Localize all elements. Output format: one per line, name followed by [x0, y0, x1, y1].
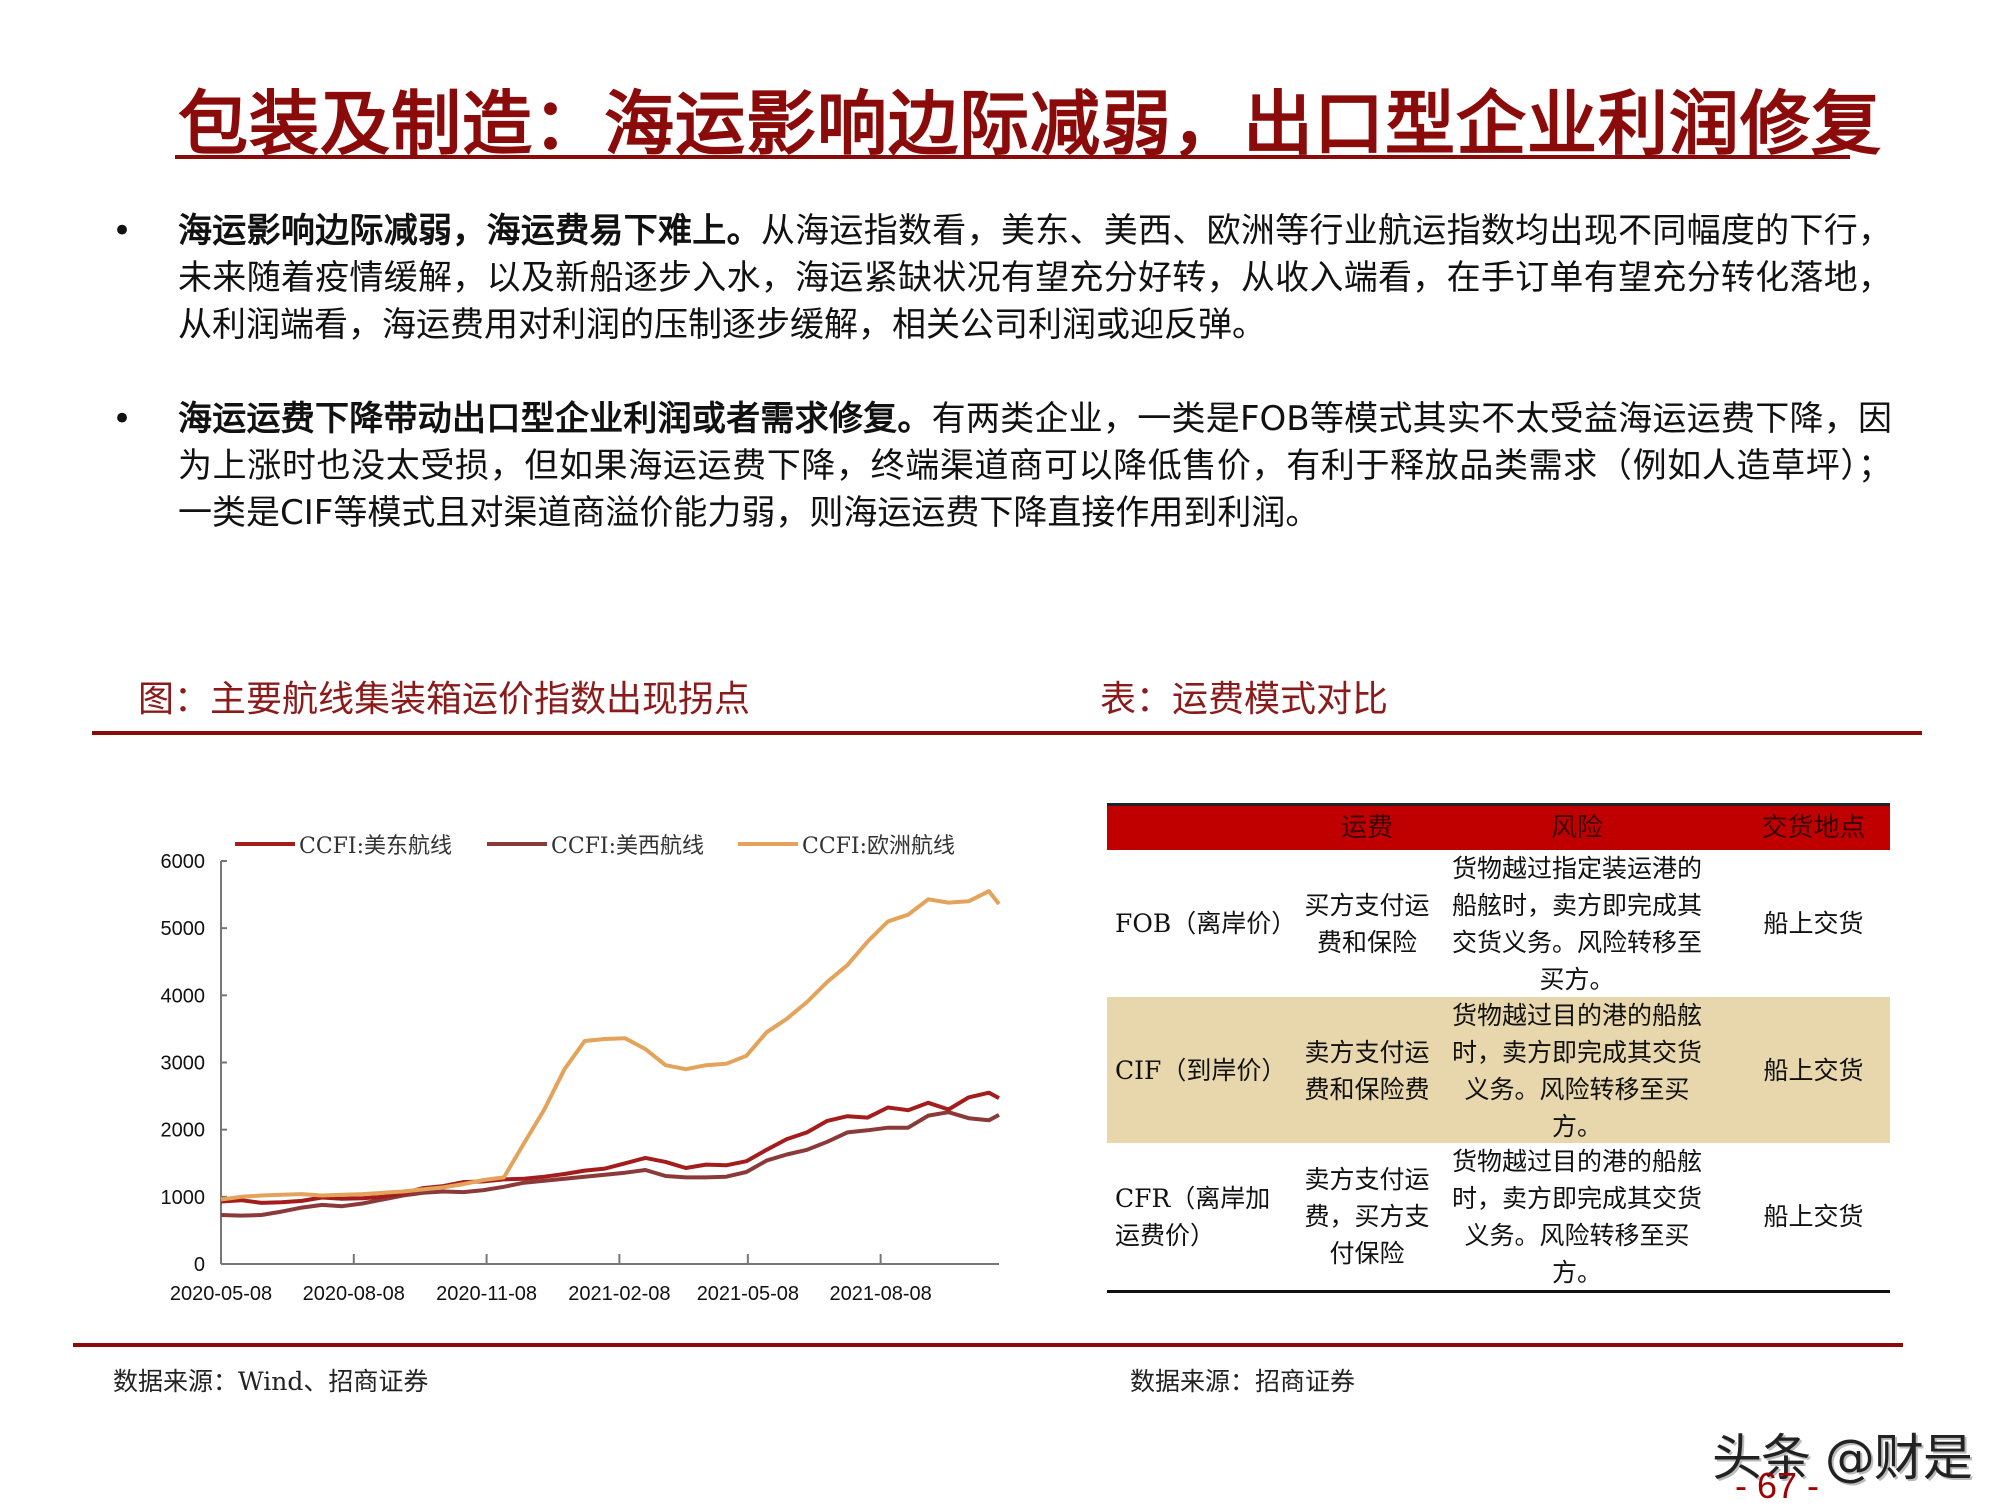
cell-delivery: 船上交货 — [1737, 850, 1890, 997]
legend-item-europe: CCFI:欧洲航线 — [738, 828, 955, 860]
cell-mode-text: CFR（离岸加运费价） — [1115, 1183, 1271, 1250]
legend-item-us-west: CCFI:美西航线 — [487, 828, 704, 860]
bullet-point-2: • 海运运费下降带动出口型企业利润或者需求修复。有两类企业，一类是FOB等模式其… — [112, 396, 1892, 537]
cell-delivery: 船上交货 — [1737, 1143, 1890, 1290]
table-bottom-border — [1107, 1290, 1890, 1293]
cell-risk-text: 货物越过指定装运港的船舷时，卖方即完成其交货义务。风险转移至买方。 — [1451, 853, 1702, 994]
cell-mode: CIF（到岸价） — [1115, 997, 1295, 1144]
cell-freight-text: 卖方支付运费和保险费 — [1304, 1037, 1430, 1104]
cell-delivery-text: 船上交货 — [1763, 1056, 1864, 1085]
section-divider — [92, 731, 1922, 735]
bullet-heading: 海运运费下降带动出口型企业利润或者需求修复。 — [178, 399, 932, 439]
bullet-marker: • — [112, 399, 133, 439]
cell-freight: 卖方支付运费，买方支付保险 — [1302, 1143, 1432, 1290]
freight-index-line-chart: 0 1000 2000 3000 4000 5000 6000 2020-05-08 2020-… — [161, 851, 1001, 1305]
cell-mode-text: FOB（离岸价） — [1115, 909, 1297, 938]
y-tick-label: 4000 — [161, 985, 206, 1007]
bullet-body: 有两类企业，一类是FOB等模式其实不太受益海运运费下降，因为上涨时也没太受损，但… — [178, 399, 1892, 533]
x-tick-label: 2021-08-08 — [829, 1283, 931, 1305]
y-tick-label: 2000 — [161, 1120, 206, 1142]
chart-caption: 图：主要航线集装箱运价指数出现拐点 — [138, 679, 751, 720]
table-source: 数据来源：招商证券 — [1130, 1367, 1356, 1396]
x-tick-label: 2020-08-08 — [303, 1283, 405, 1305]
chart-source: 数据来源：Wind、招商证券 — [113, 1367, 429, 1396]
bullet-point-1: • 海运影响边际减弱，海运费易下难上。从海运指数看，美东、美西、欧洲等行业航运指… — [112, 208, 1892, 349]
x-tick-label: 2020-11-08 — [436, 1283, 537, 1305]
legend-label: CCFI:美东航线 — [299, 834, 453, 859]
cell-freight: 卖方支付运费和保险费 — [1302, 997, 1432, 1144]
cell-risk-text: 货物越过目的港的船舷时，卖方即完成其交货义务。风险转移至买方。 — [1451, 1000, 1702, 1141]
page-number: - 67 - — [1735, 1465, 1820, 1506]
legend-label: CCFI:美西航线 — [551, 834, 705, 859]
series-line-2 — [220, 889, 1001, 1202]
legend-swatch — [487, 842, 547, 846]
source-divider — [73, 1343, 1903, 1347]
header-freight: 运费 — [1340, 813, 1393, 843]
legend-item-us-east: CCFI:美东航线 — [235, 828, 452, 860]
table-row: CFR（离岸加运费价） 卖方支付运费，买方支付保险 货物越过目的港的船舷时，卖方即完… — [1107, 1143, 1890, 1290]
y-tick-label: 0 — [194, 1254, 205, 1276]
legend-label: CCFI:欧洲航线 — [802, 834, 956, 859]
header-mode — [1107, 806, 1302, 850]
chart-series — [220, 889, 1001, 1218]
bullet-heading: 海运影响边际减弱，海运费易下难上。 — [178, 211, 761, 251]
cell-delivery-text: 船上交货 — [1763, 1202, 1864, 1231]
x-tick-label: 2021-02-08 — [568, 1283, 670, 1305]
table-row: FOB（离岸价） 买方支付运费和保险 货物越过指定装运港的船舷时，卖方即完成其交货义… — [1107, 850, 1890, 997]
legend-swatch — [235, 842, 295, 846]
cell-risk: 货物越过目的港的船舷时，卖方即完成其交货义务。风险转移至买方。 — [1442, 997, 1712, 1144]
cell-risk: 货物越过指定装运港的船舷时，卖方即完成其交货义务。风险转移至买方。 — [1442, 850, 1712, 997]
x-tick-label: 2021-05-08 — [697, 1283, 799, 1305]
series-line-0 — [220, 1090, 1000, 1205]
legend-swatch — [738, 842, 798, 846]
table-header-row: 运费 风险 交货地点 — [1107, 806, 1890, 850]
cell-delivery: 船上交货 — [1737, 997, 1890, 1144]
cell-mode: FOB（离岸价） — [1115, 850, 1297, 997]
chart-axes: 0 1000 2000 3000 4000 5000 6000 2020-05-08 2020-… — [161, 851, 999, 1305]
title-underline — [175, 155, 1850, 159]
cell-mode-text: CIF（到岸价） — [1115, 1056, 1287, 1085]
cell-mode: CFR（离岸加运费价） — [1115, 1143, 1295, 1290]
y-tick-label: 6000 — [161, 851, 206, 873]
table-row: CIF（到岸价） 卖方支付运费和保险费 货物越过目的港的船舷时，卖方即完成其交货义务… — [1107, 997, 1890, 1144]
series-line-1 — [220, 1110, 1000, 1218]
bullet-body: 从海运指数看，美东、美西、欧洲等行业航运指数均出现不同幅度的下行，未来随着疫情缓… — [178, 211, 1892, 345]
header-delivery: 交货地点 — [1761, 813, 1866, 843]
x-tick-label: 2020-05-08 — [170, 1283, 272, 1305]
cell-freight: 买方支付运费和保险 — [1302, 850, 1432, 997]
page-title: 包装及制造：海运影响边际减弱，出口型企业利润修复 — [178, 83, 1882, 165]
cell-freight-text: 买方支付运费和保险 — [1304, 890, 1430, 957]
cell-freight-text: 卖方支付运费，买方支付保险 — [1304, 1165, 1430, 1268]
cell-risk-text: 货物越过目的港的船舷时，卖方即完成其交货义务。风险转移至买方。 — [1451, 1146, 1702, 1287]
cell-risk: 货物越过目的港的船舷时，卖方即完成其交货义务。风险转移至买方。 — [1442, 1143, 1712, 1290]
y-tick-label: 3000 — [161, 1053, 206, 1075]
table-caption: 表：运费模式对比 — [1100, 679, 1389, 720]
y-tick-label: 1000 — [161, 1187, 206, 1209]
y-tick-label: 5000 — [161, 918, 206, 940]
watermark: 头条 @财是 — [1712, 1429, 1973, 1487]
table-top-border — [1107, 803, 1890, 806]
cell-delivery-text: 船上交货 — [1763, 909, 1864, 938]
bullet-marker: • — [112, 211, 133, 251]
header-risk: 风险 — [1550, 813, 1603, 843]
